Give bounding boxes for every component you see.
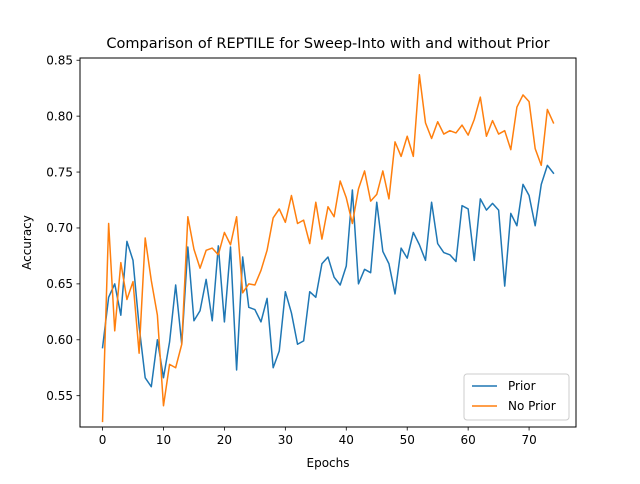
legend-label: Prior (508, 379, 536, 393)
plot-frame (79, 57, 577, 428)
legend-label: No Prior (508, 399, 556, 413)
plot-area (101, 74, 555, 423)
y-tick-label: 0.70 (46, 221, 73, 235)
x-tick-label: 70 (521, 433, 536, 447)
x-tick-label: 10 (156, 433, 171, 447)
x-axis-ticks: 0 10 20 30 40 50 60 70 (99, 427, 537, 447)
y-tick-label: 0.55 (46, 389, 73, 403)
x-tick-label: 0 (99, 433, 107, 447)
y-tick-label: 0.80 (46, 109, 73, 123)
chart-title: Comparison of REPTILE for Sweep-Into wit… (106, 36, 549, 52)
x-tick-label: 60 (461, 433, 476, 447)
x-tick-label: 30 (278, 433, 293, 447)
series-line-prior (101, 164, 555, 388)
y-tick-label: 0.85 (46, 53, 73, 67)
x-tick-label: 40 (339, 433, 354, 447)
y-axis-ticks: 0.55 0.60 0.65 0.70 0.75 0.80 0.85 (46, 53, 80, 403)
y-tick-label: 0.75 (46, 165, 73, 179)
legend: Prior No Prior (463, 373, 570, 421)
y-tick-label: 0.65 (46, 277, 73, 291)
x-tick-label: 20 (217, 433, 232, 447)
y-tick-label: 0.60 (46, 333, 73, 347)
x-axis-label: Epochs (307, 456, 350, 470)
y-axis-label: Accuracy (20, 215, 34, 270)
x-tick-label: 50 (400, 433, 415, 447)
series-line-no-prior (101, 74, 555, 423)
